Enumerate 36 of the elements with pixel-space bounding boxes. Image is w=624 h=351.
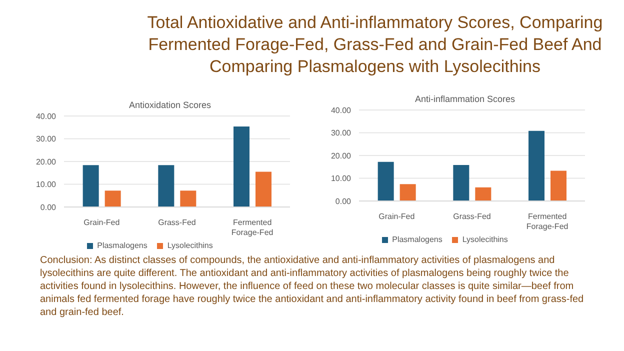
- bar: [234, 126, 250, 207]
- x-tick-label: Fermented Forage-Fed: [231, 218, 274, 237]
- bar: [550, 170, 566, 201]
- y-tick-label: 20.00: [36, 157, 57, 166]
- chart-title: Anti-inflammation Scores: [414, 94, 516, 104]
- bar: [158, 165, 174, 207]
- legend-label: Lysolecithins: [167, 241, 213, 250]
- y-tick-label: 0.00: [335, 196, 352, 206]
- text: Total Antioxidative and Anti-inflammatory Scores, Comparing Fermented Forage-Fed, Grass-Fed and Grain-Fed Beef And Comparing Plasmalogens with Lysolecithins: [146, 12, 604, 78]
- bar: [528, 130, 544, 201]
- y-tick-label: 10.00: [330, 174, 352, 184]
- x-tick-label: Grain-Fed: [84, 218, 120, 227]
- legend-label: Plasmalogens: [392, 235, 442, 244]
- bar: [475, 187, 492, 201]
- bar: [104, 190, 121, 207]
- y-tick-label: 10.00: [36, 180, 57, 190]
- x-tick-label: Fermented Forage-Fed: [526, 212, 568, 231]
- bar: [453, 165, 470, 201]
- x-tick-label: Grain-Fed: [378, 212, 415, 221]
- bar: [82, 165, 99, 207]
- y-tick-label: 40.00: [330, 106, 352, 115]
- bar: [400, 184, 416, 201]
- chart-title: Antioxidation Scores: [128, 100, 212, 110]
- legend-label: Plasmalogens: [97, 241, 148, 250]
- text: Conclusion: As distinct classes of compounds, the antioxidative and anti-inflammatory activities of plasmalogens and lysolecithins are quite different. The antioxidant and anti-inflammatory activities of plasmalogens being roughly twice the activities found in lysolecithins. However, the influence of feed on these two molecular classes is quite similar—beef from animals fed fermented forage have roughly twice the antioxidant and anti-inflammatory activity found in beef from grass-fed and grain-fed beef.: [40, 254, 585, 319]
- x-tick-label: Grass-Fed: [453, 212, 491, 221]
- y-tick-label: 20.00: [330, 151, 352, 160]
- bar: [378, 162, 394, 201]
- y-tick-label: 0.00: [40, 202, 57, 212]
- bar: [256, 172, 272, 207]
- legend-label: Lysolecithins: [462, 235, 508, 244]
- y-tick-label: 30.00: [330, 128, 352, 138]
- bar: [180, 190, 196, 207]
- x-tick-label: Grass-Fed: [158, 218, 196, 227]
- y-tick-label: 30.00: [36, 134, 57, 144]
- y-tick-label: 40.00: [36, 112, 57, 121]
